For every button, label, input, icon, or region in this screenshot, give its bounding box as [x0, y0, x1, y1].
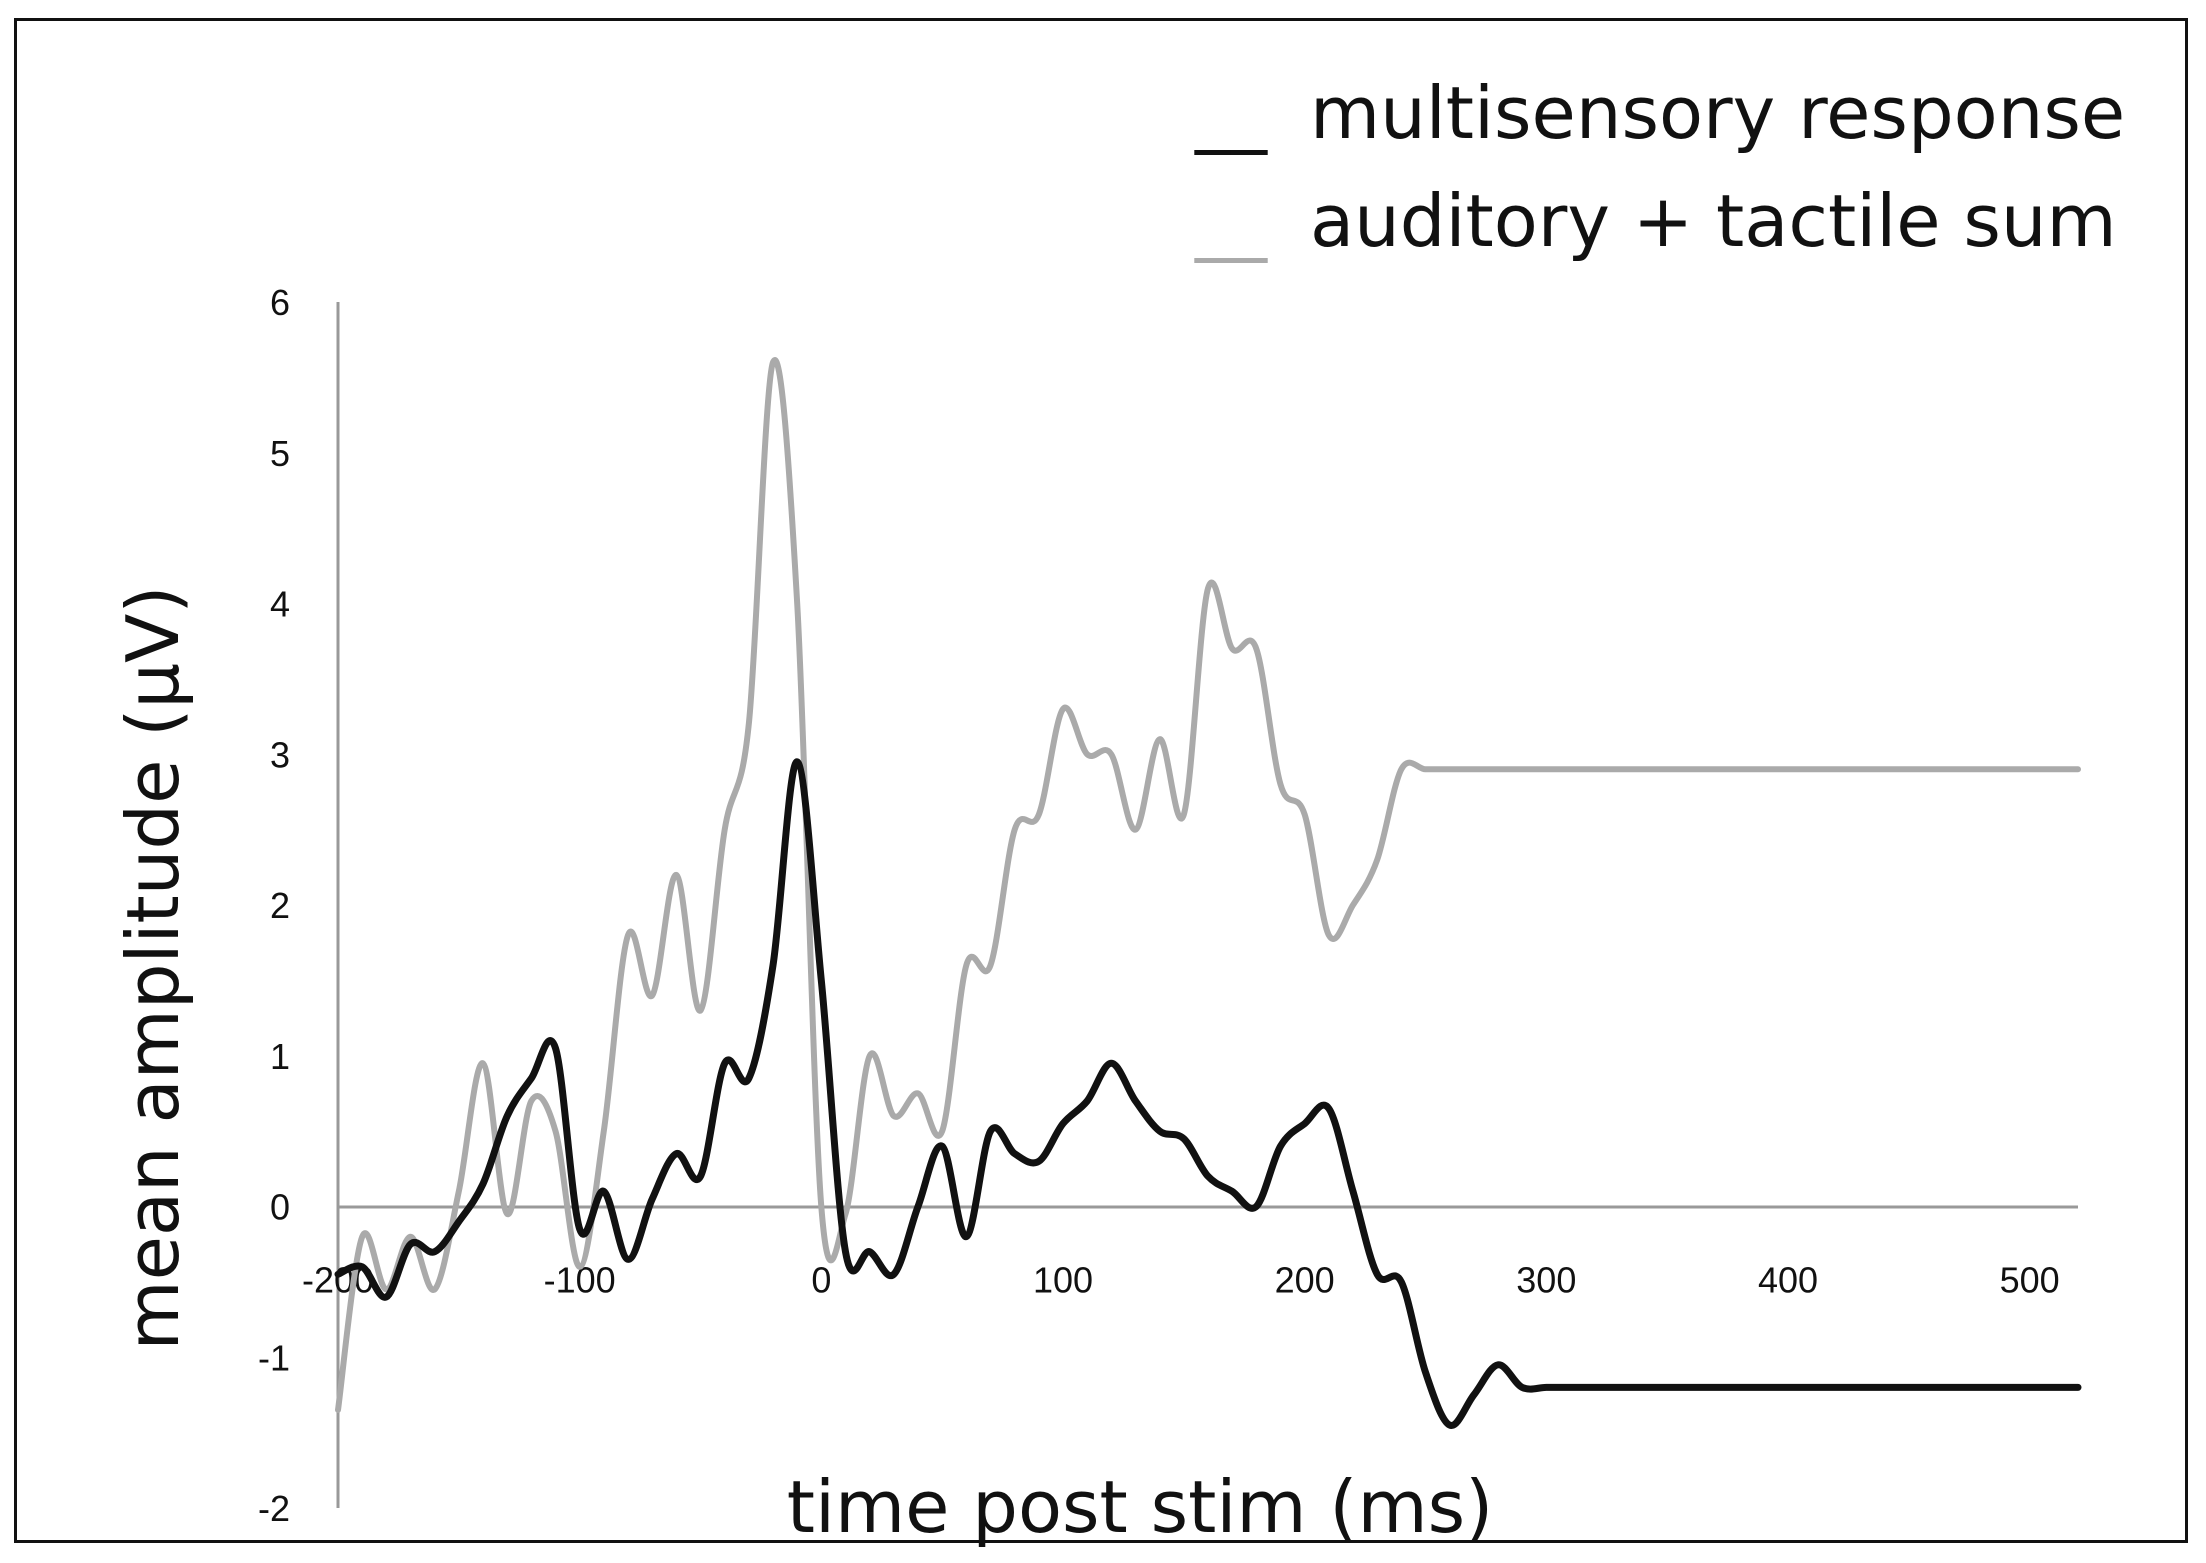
y-axis-title: mean amplitude (μV)	[111, 585, 195, 1350]
x-tick-labels: -200 -100 0 100 200 300 400 500	[302, 1260, 2060, 1301]
x-tick-label: 100	[1033, 1260, 1093, 1301]
y-tick-label: 3	[270, 734, 290, 775]
series-line-multisensory	[334, 758, 2082, 1429]
y-tick-label: 5	[270, 433, 290, 474]
legend-label-multisensory: multisensory response	[1310, 71, 2125, 155]
x-axis-title: time post stim (ms)	[787, 1465, 1494, 1549]
y-tick-label: 4	[270, 584, 290, 625]
y-tick-label: -1	[258, 1337, 290, 1378]
x-tick-label: 200	[1275, 1260, 1335, 1301]
legend: __ multisensory response __ auditory + t…	[1194, 71, 2125, 263]
series-line-sum	[335, 357, 2081, 1413]
y-tick-label: 0	[270, 1187, 290, 1228]
y-tick-label: 1	[270, 1036, 290, 1077]
x-tick-label: 400	[1758, 1260, 1818, 1301]
x-tick-label: 300	[1516, 1260, 1576, 1301]
legend-marker-sum: __	[1194, 179, 1268, 263]
legend-marker-multisensory: __	[1194, 71, 1268, 155]
x-tick-label: 500	[2000, 1260, 2060, 1301]
y-tick-labels: 6 5 4 3 2 1 0 -1 -2	[258, 282, 290, 1529]
y-tick-label: -2	[258, 1488, 290, 1529]
y-tick-label: 6	[270, 282, 290, 323]
series-layer	[334, 357, 2082, 1429]
x-tick-label: 0	[811, 1260, 831, 1301]
y-tick-label: 2	[270, 885, 290, 926]
legend-label-sum: auditory + tactile sum	[1310, 179, 2117, 263]
